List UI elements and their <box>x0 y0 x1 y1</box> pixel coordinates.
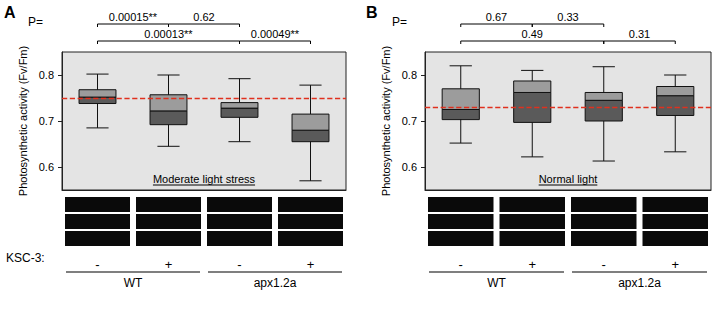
svg-text:0.33: 0.33 <box>557 11 578 23</box>
svg-text:Photosynthetic activity (Fv/Fm: Photosynthetic activity (Fv/Fm) <box>17 46 29 196</box>
svg-text:Photosynthetic activity (Fv/Fm: Photosynthetic activity (Fv/Fm) <box>380 46 392 196</box>
svg-text:-: - <box>237 257 241 272</box>
svg-text:-: - <box>602 257 606 272</box>
svg-text:0.31: 0.31 <box>629 28 650 40</box>
svg-text:0.7: 0.7 <box>402 115 417 127</box>
svg-text:apx1.2a: apx1.2a <box>618 276 661 290</box>
svg-text:P=: P= <box>28 15 43 29</box>
svg-text:0.8: 0.8 <box>402 69 417 81</box>
svg-text:B: B <box>366 4 378 21</box>
svg-text:Moderate light stress: Moderate light stress <box>153 173 256 185</box>
svg-text:0.00013**: 0.00013** <box>144 28 193 40</box>
svg-text:+: + <box>307 257 315 272</box>
svg-text:+: + <box>165 257 173 272</box>
svg-text:0.49: 0.49 <box>522 28 543 40</box>
svg-text:0.6: 0.6 <box>402 161 417 173</box>
svg-text:Normal light: Normal light <box>539 173 598 185</box>
svg-text:0.00049**: 0.00049** <box>251 28 300 40</box>
svg-text:0.00015**: 0.00015** <box>109 11 158 23</box>
svg-text:-: - <box>95 257 99 272</box>
svg-text:+: + <box>528 257 536 272</box>
svg-text:0.7: 0.7 <box>39 115 54 127</box>
svg-text:P=: P= <box>392 15 407 29</box>
svg-text:0.62: 0.62 <box>193 11 214 23</box>
svg-text:KSC-3:: KSC-3: <box>6 251 45 265</box>
svg-text:0.6: 0.6 <box>39 161 54 173</box>
svg-text:+: + <box>671 257 679 272</box>
svg-text:-: - <box>459 257 463 272</box>
svg-text:WT: WT <box>487 276 506 290</box>
svg-text:A: A <box>4 4 16 21</box>
svg-text:WT: WT <box>124 276 143 290</box>
svg-text:0.8: 0.8 <box>39 69 54 81</box>
svg-text:apx1.2a: apx1.2a <box>254 276 297 290</box>
svg-text:0.67: 0.67 <box>486 11 507 23</box>
